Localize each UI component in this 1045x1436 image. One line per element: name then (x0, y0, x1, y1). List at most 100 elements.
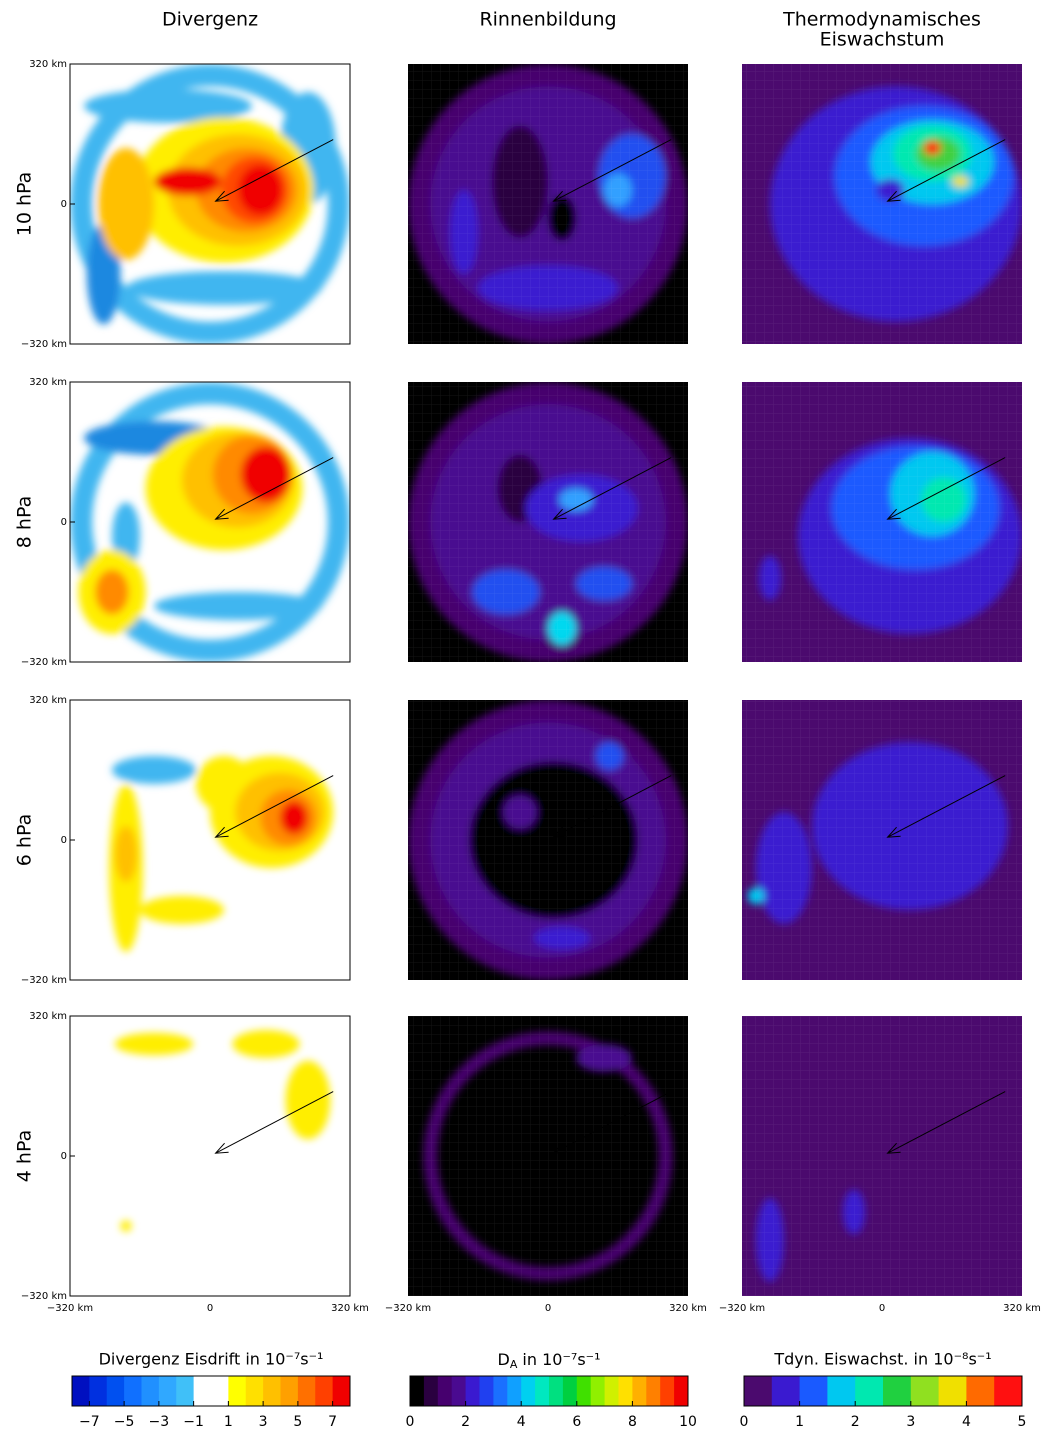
colorbar-cell (315, 1376, 334, 1406)
colorbar-cell (72, 1376, 90, 1406)
x-axis-label: −320 km (47, 1303, 93, 1314)
panel (408, 1016, 688, 1296)
y-axis-label: 320 km (29, 695, 67, 706)
grid-overlay (408, 1016, 688, 1296)
colorbar-cell (576, 1376, 592, 1406)
arrow-head (552, 1142, 567, 1154)
contour-region (70, 64, 350, 344)
y-axis-label: 0 (61, 517, 67, 528)
colorbar-tick-label: −5 (114, 1414, 135, 1430)
colorbar-cell (910, 1376, 940, 1406)
row-label: 8 hPa (14, 496, 36, 548)
contour-region (95, 569, 129, 615)
colorbar-cell (660, 1376, 675, 1406)
colorbar-cell (590, 1376, 606, 1406)
arrow-head (886, 826, 901, 838)
contour-region (280, 800, 308, 835)
colorbar-tick-label: 8 (628, 1414, 637, 1430)
y-axis-label: 320 km (29, 377, 67, 388)
arrow-head (886, 1142, 901, 1154)
x-axis-label: −320 km (719, 1303, 765, 1314)
panel (408, 700, 688, 980)
drift-arrow (553, 139, 672, 202)
arrow-head (214, 826, 229, 838)
arrow-head (552, 826, 567, 838)
label-subscript: A (510, 1358, 518, 1371)
grid-overlay (742, 64, 1022, 344)
colorbar-cell (141, 1376, 160, 1406)
colorbar-tick-label: 1 (795, 1414, 804, 1430)
contour-region (232, 1030, 300, 1058)
colorbar-cell (176, 1376, 195, 1406)
panel (742, 382, 1022, 662)
panel (70, 64, 350, 344)
colorbar-tick-label: 7 (328, 1414, 337, 1430)
column-title: Eiswachstum (820, 29, 945, 51)
colorbar-label: Tdyn. Eiswachst. in 10⁻⁸s⁻¹ (773, 1350, 991, 1369)
drift-arrow (553, 775, 672, 838)
panel (742, 1016, 1022, 1296)
y-axis-label: 320 km (29, 59, 67, 70)
colorbar-cell (437, 1376, 453, 1406)
colorbar-cell (89, 1376, 108, 1406)
y-axis-label: 0 (61, 835, 67, 846)
drift-arrow (215, 457, 334, 520)
contour-region (154, 167, 222, 196)
arrow-head (214, 190, 229, 202)
grid-overlay (742, 700, 1022, 980)
colorbar-cell (827, 1376, 856, 1406)
y-axis-label: 0 (61, 1151, 67, 1162)
colorbar-cell (744, 1376, 773, 1406)
y-axis-label: −320 km (21, 1291, 67, 1302)
row-label: 10 hPa (14, 172, 36, 237)
colorbar-cell (771, 1376, 801, 1406)
contour-region (240, 446, 292, 503)
colorbar-label: Divergenz Eisdrift in 10⁻⁷s⁻¹ (99, 1350, 324, 1369)
colorbar-cell (493, 1376, 508, 1406)
panel (70, 1016, 350, 1296)
contour-field (70, 64, 350, 344)
drift-arrow (887, 457, 1006, 520)
colorbar-cell (855, 1376, 884, 1406)
column-title: Divergenz (162, 9, 258, 31)
arrow-head (214, 508, 229, 520)
colorbar-cell (410, 1376, 425, 1406)
colorbar-tick-label: 5 (293, 1414, 302, 1430)
drift-arrow (215, 1091, 334, 1154)
colorbar-tick-label: 0 (740, 1414, 749, 1430)
grid-overlay (742, 1016, 1022, 1296)
row-label: 4 hPa (14, 1130, 36, 1182)
colorbar-tick-label: −3 (149, 1414, 170, 1430)
contour-region (126, 271, 322, 305)
colorbar-cell (124, 1376, 142, 1406)
colorbar-cell (562, 1376, 578, 1406)
colorbar-cell (549, 1376, 564, 1406)
contour-region (114, 1032, 194, 1056)
colorbar-tick-label: 2 (461, 1414, 470, 1430)
drift-arrow (553, 457, 672, 520)
arrow-head (886, 508, 901, 520)
arrow-head (886, 190, 901, 202)
x-axis-label: 0 (879, 1303, 885, 1314)
drift-arrow (887, 775, 1006, 838)
colorbar-cell (211, 1376, 229, 1406)
column-title: Thermodynamisches (782, 9, 981, 31)
label-part: D (497, 1350, 509, 1369)
colorbar-label: DA in 10⁻⁷s⁻¹ (497, 1350, 600, 1372)
colorbar-cell (799, 1376, 828, 1406)
panel (70, 382, 350, 662)
colorbar-cell (263, 1376, 281, 1406)
label-part: in 10⁻⁷s⁻¹ (517, 1350, 600, 1369)
grid-overlay (408, 64, 688, 344)
contour-region (112, 756, 196, 784)
colorbar-tick-label: −7 (79, 1414, 100, 1430)
colorbar-tick-label: 3 (259, 1414, 268, 1430)
colorbar-cell (632, 1376, 647, 1406)
contour-region (98, 148, 154, 260)
colorbar-cell (245, 1376, 264, 1406)
colorbar-frame (71, 1375, 351, 1407)
colorbar-cell (423, 1376, 439, 1406)
drift-arrow (215, 775, 334, 838)
contour-field (70, 382, 350, 662)
arrow-head (552, 508, 567, 520)
